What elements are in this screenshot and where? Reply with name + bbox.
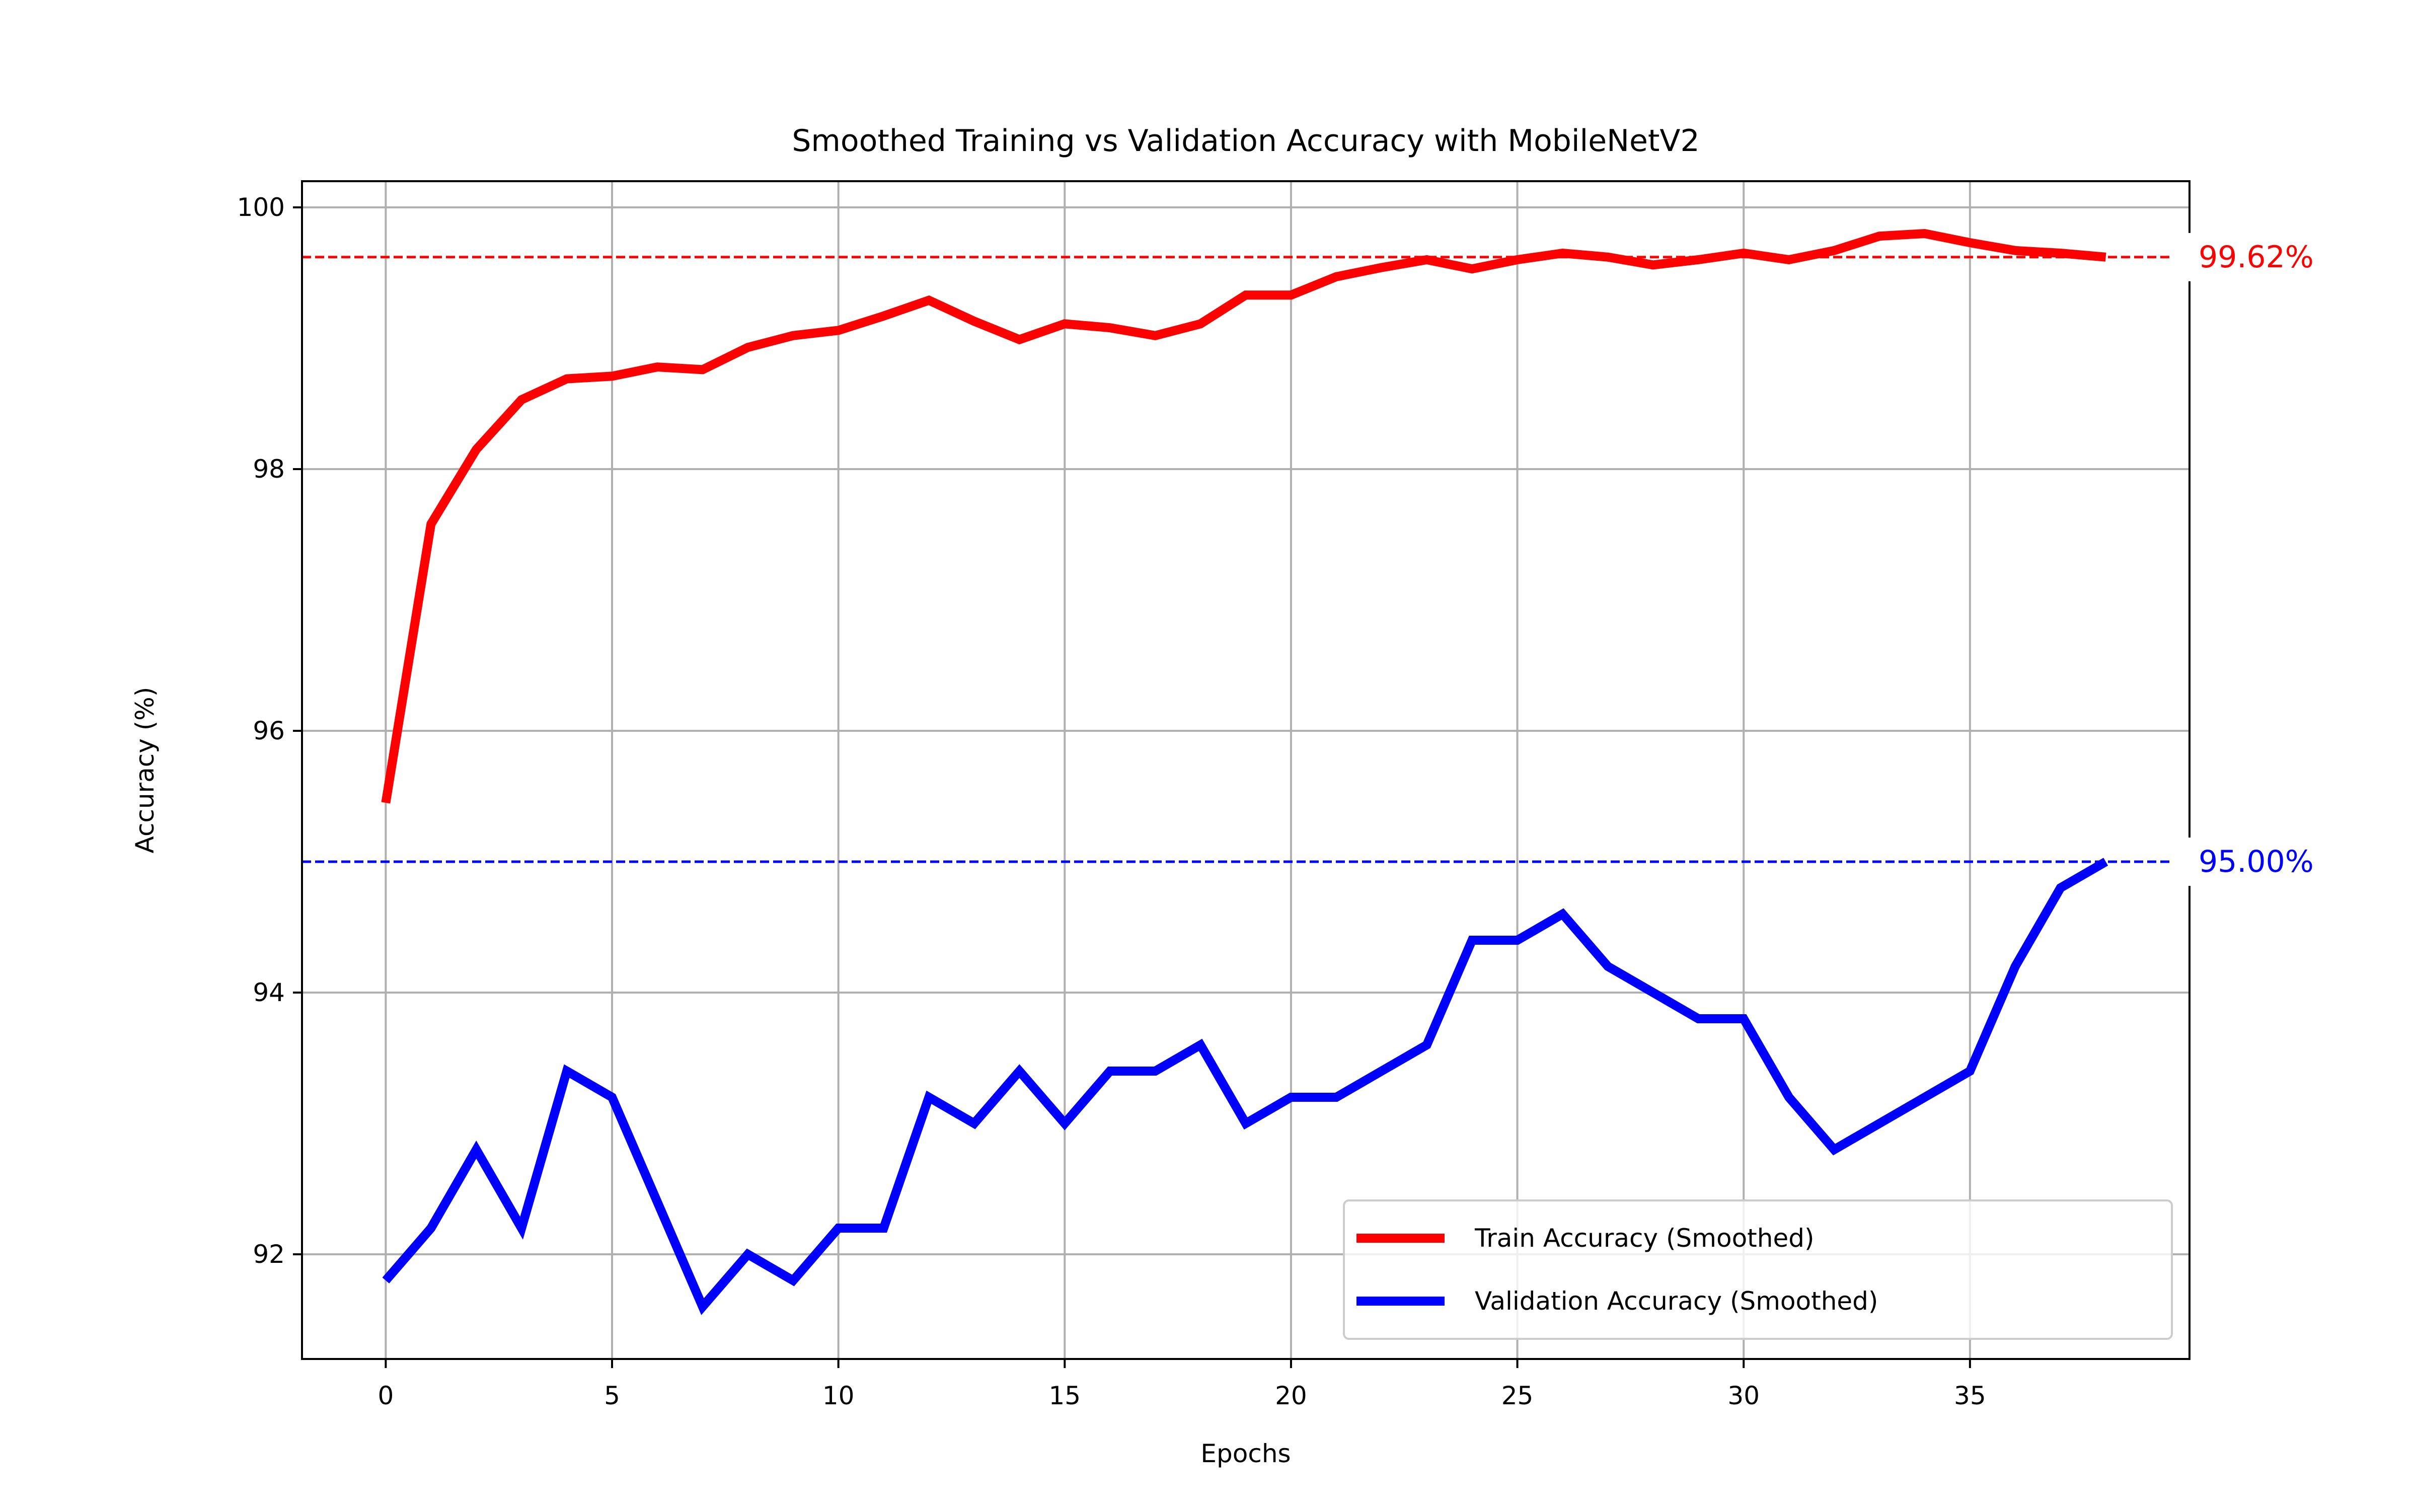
x-axis-label: Epochs xyxy=(1200,1439,1291,1468)
x-tick-label: 0 xyxy=(378,1381,394,1410)
x-tick-label: 5 xyxy=(604,1381,620,1410)
legend-box xyxy=(1343,1199,2173,1340)
y-tick-label: 96 xyxy=(253,716,285,745)
validation-reference-label-bg xyxy=(2169,838,2376,886)
legend-validation-label: Validation Accuracy (Smoothed) xyxy=(1475,1287,1878,1316)
y-tick-label: 92 xyxy=(253,1240,285,1269)
train-reference-label-bg xyxy=(2169,233,2376,281)
axes-frame xyxy=(301,180,2191,1360)
x-tick-label: 20 xyxy=(1275,1381,1307,1410)
x-tick-label: 25 xyxy=(1501,1381,1534,1410)
y-axis-label: Accuracy (%) xyxy=(130,687,160,854)
y-tick-label: 94 xyxy=(253,978,285,1007)
reference-lines xyxy=(302,256,2190,863)
x-tick-label: 15 xyxy=(1048,1381,1081,1410)
x-tick-label: 30 xyxy=(1727,1381,1760,1410)
train-reference-label: 99.62% xyxy=(2199,240,2314,275)
x-tick-label: 35 xyxy=(1954,1381,1986,1410)
chart-title: Smoothed Training vs Validation Accuracy… xyxy=(792,123,1699,159)
legend-train-label: Train Accuracy (Smoothed) xyxy=(1474,1224,1814,1253)
legend: Train Accuracy (Smoothed) Validation Acc… xyxy=(1343,1199,2173,1340)
reference-labels: 99.62% 95.00% xyxy=(2169,233,2376,886)
validation-accuracy-line xyxy=(382,858,2108,1315)
grid xyxy=(302,181,2190,1359)
series-lines xyxy=(381,229,2108,1315)
y-tick-label: 98 xyxy=(253,455,285,484)
x-tick-label: 10 xyxy=(822,1381,855,1410)
axis-ticks: 0 5 10 15 20 25 30 35 92 94 96 98 100 xyxy=(237,193,1986,1410)
train-accuracy-line xyxy=(381,229,2106,804)
validation-reference-label: 95.00% xyxy=(2199,844,2314,879)
y-tick-label: 100 xyxy=(237,193,285,222)
